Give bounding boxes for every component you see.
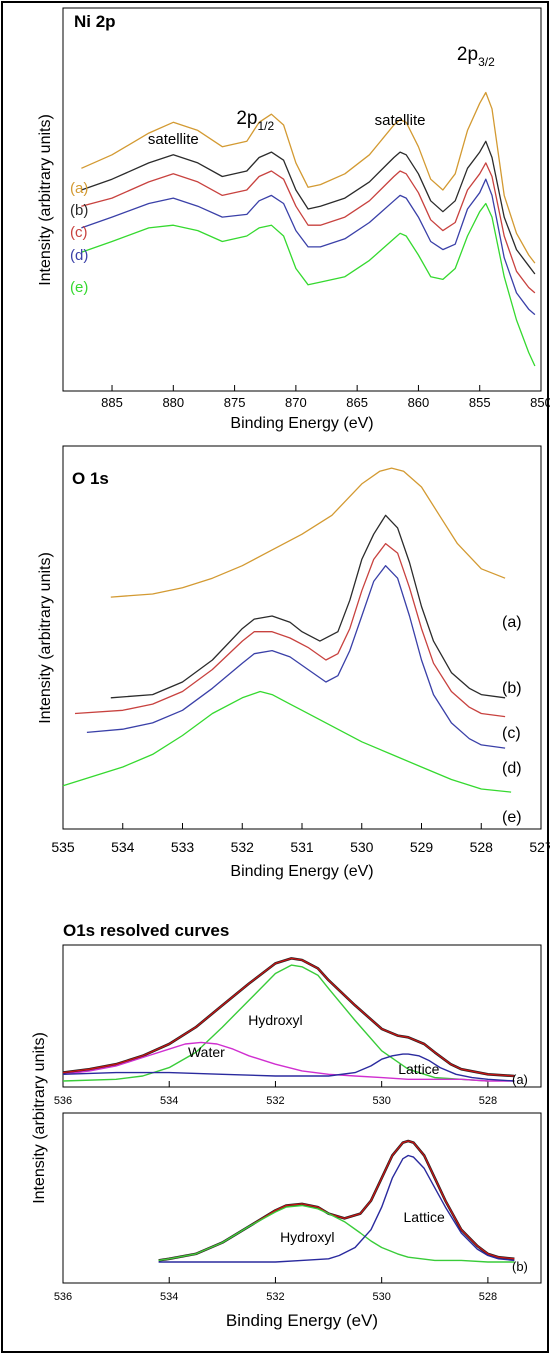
panel-ni2p-x-ticks: 885 880 875 870 865 860 855 850 <box>101 385 550 410</box>
series-label: (b) <box>502 680 522 697</box>
series-label: (d) <box>70 247 88 264</box>
component-label: Lattice <box>404 1209 445 1225</box>
series-line <box>86 565 506 749</box>
x-tick-label: 532 <box>266 1095 284 1107</box>
component-label: Water <box>188 1044 225 1060</box>
component-curve <box>158 1204 515 1263</box>
x-tick-label: 536 <box>54 1291 72 1303</box>
component-label: Hydroxyl <box>248 1012 302 1028</box>
x-tick-label: 530 <box>372 1095 390 1107</box>
x-tick-label: 528 <box>479 1291 497 1303</box>
panel-resolved-a-tag: (a) <box>512 1072 528 1087</box>
x-tick-label: 527 <box>529 839 550 855</box>
x-tick-label: 534 <box>160 1291 178 1303</box>
panel-resolved-b-tag: (b) <box>512 1259 528 1274</box>
panel-ni2p-series-labels: (a) (b) (c) (d) (e) <box>70 180 88 296</box>
x-tick-label: 875 <box>224 395 246 410</box>
series-label: (c) <box>502 725 521 742</box>
panel-o1s: O 1s 535 534 533 532 531 530 529 528 527 (a)(b)(… <box>37 445 550 880</box>
series-line <box>81 140 536 275</box>
x-tick-label: 535 <box>51 839 75 855</box>
peak-label: satellite <box>375 112 426 129</box>
series-line <box>81 178 536 316</box>
series-line <box>110 514 506 699</box>
x-tick-label: 529 <box>410 839 434 855</box>
panel-o1s-title: O 1s <box>72 469 109 488</box>
panel-ni2p-ylabel: Intensity (arbitrary units) <box>37 114 54 286</box>
component-label: Lattice <box>398 1061 439 1077</box>
panel-o1s-series-labels: (a) (b) (c) (d) (e) <box>502 614 522 826</box>
component-curve <box>62 957 515 1077</box>
series-line <box>81 162 536 294</box>
panel-resolved-x-ticks: 536 534 532 530 528 536 534 532 530 528 <box>54 1081 497 1303</box>
component-curve <box>62 1053 515 1082</box>
series-label: (d) <box>502 760 522 777</box>
panel-ni2p: Ni 2p 885 880 875 870 865 860 855 850 satellite… <box>37 7 550 432</box>
x-tick-label: 528 <box>479 1095 497 1107</box>
x-tick-label: 860 <box>408 395 430 410</box>
x-tick-label: 870 <box>285 395 307 410</box>
panel-resolved-component-labels: Hydroxyl Water Lattice Hydroxyl Lattice <box>188 1012 445 1245</box>
panel-o1s-series <box>62 467 512 793</box>
series-line <box>74 542 506 718</box>
panel-ni2p-plot-area <box>62 7 542 392</box>
component-curve <box>62 964 488 1082</box>
panel-ni2p-series <box>81 91 536 367</box>
component-label: Hydroxyl <box>280 1229 334 1245</box>
series-label: (c) <box>70 224 88 241</box>
x-tick-label: 885 <box>101 395 123 410</box>
x-tick-label: 532 <box>266 1291 284 1303</box>
series-label: (e) <box>70 279 88 296</box>
panel-resolved-xlabel: Binding Energy (eV) <box>226 1311 378 1330</box>
series-line <box>110 467 506 598</box>
series-line <box>81 91 536 264</box>
x-tick-label: 531 <box>290 839 314 855</box>
panel-o1s-xlabel: Binding Energy (eV) <box>230 863 373 880</box>
series-label: (a) <box>70 180 88 197</box>
series-label: (e) <box>502 809 522 826</box>
component-curve <box>62 1041 515 1082</box>
x-tick-label: 855 <box>469 395 491 410</box>
series-label: (a) <box>502 614 522 631</box>
x-tick-label: 532 <box>231 839 255 855</box>
x-tick-label: 528 <box>470 839 494 855</box>
peak-label-subscript: 1/2 <box>257 119 274 133</box>
x-tick-label: 850 <box>530 395 550 410</box>
panel-resolved-title: O1s resolved curves <box>63 921 229 940</box>
panel-resolved-series <box>62 957 515 1263</box>
series-line <box>62 690 512 793</box>
x-tick-label: 533 <box>171 839 195 855</box>
x-tick-label: 536 <box>54 1095 72 1107</box>
x-tick-label: 530 <box>350 839 374 855</box>
peak-label: satellite <box>148 131 199 148</box>
panel-ni2p-title: Ni 2p <box>74 12 116 31</box>
x-tick-label: 530 <box>372 1291 390 1303</box>
series-line <box>81 202 536 367</box>
x-tick-label: 534 <box>111 839 135 855</box>
panel-resolved-b-plot-area <box>62 1112 542 1284</box>
x-tick-label: 880 <box>162 395 184 410</box>
panel-resolved-ylabel: Intensity (arbitrary units) <box>31 1032 48 1204</box>
peak-label-subscript: 3/2 <box>478 55 495 69</box>
x-tick-label: 865 <box>346 395 368 410</box>
panel-o1s-ylabel: Intensity (arbitrary units) <box>37 552 54 724</box>
component-curve <box>158 1154 515 1263</box>
panel-resolved-a-plot-area <box>62 944 542 1088</box>
x-tick-label: 534 <box>160 1095 178 1107</box>
series-label: (b) <box>70 202 88 219</box>
panel-o1s-x-ticks: 535 534 533 532 531 530 529 528 527 <box>51 823 550 855</box>
panel-ni2p-xlabel: Binding Energy (eV) <box>230 415 373 432</box>
